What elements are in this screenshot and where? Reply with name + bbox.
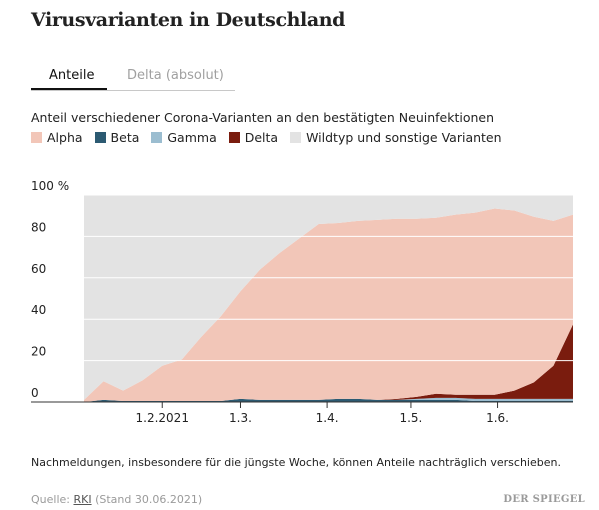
area-series-wildtyp-und-sonstige-varianten: [84, 195, 573, 400]
chart-legend: Alpha Beta Gamma Delta Wildtyp und sonst…: [31, 130, 514, 145]
legend-swatch-alpha: [31, 132, 42, 143]
legend-label-gamma: Gamma: [167, 130, 217, 145]
y-tick-label-100: 100 %: [31, 179, 69, 193]
area-series-alpha: [84, 208, 573, 402]
x-axis: 1.2.2021 1.3. 1.4. 1.5. 1.6.: [136, 402, 509, 425]
variant-share-area-chart: 0 20 40 60 80 100 % 1.2.2021 1.3. 1.4. 1.5. 1.6.: [31, 179, 573, 425]
gridlines: [31, 194, 573, 403]
publisher-logo: DER SPIEGEL: [503, 494, 585, 505]
chart-subtitle: Anteil verschiedener Corona-Varianten an…: [31, 110, 495, 125]
tab-anteile[interactable]: Anteile: [49, 68, 95, 83]
y-axis: 0 20 40 60 80 100 %: [31, 179, 69, 400]
y-tick-label-80: 80: [31, 220, 46, 234]
source-prefix: Quelle:: [31, 493, 70, 506]
area-series-delta: [84, 324, 573, 402]
x-tick-label-2021-05-01: 1.5.: [399, 411, 422, 425]
area-series-beta: [84, 398, 573, 402]
legend-swatch-wildtyp: [290, 132, 302, 143]
legend-label-delta: Delta: [244, 130, 279, 145]
y-tick-label-60: 60: [31, 262, 46, 276]
legend-item-delta: Delta: [228, 130, 279, 145]
source-link-rki[interactable]: RKI: [73, 493, 92, 506]
source-date: (Stand 30.06.2021): [95, 493, 203, 506]
x-tick-label-2021-06-01: 1.6.: [486, 411, 509, 425]
legend-item-gamma: Gamma: [151, 130, 217, 145]
area-series-gamma: [84, 397, 573, 402]
active-tab-indicator: [31, 88, 107, 90]
legend-swatch-gamma: [151, 132, 163, 143]
view-tabs: Anteile Delta (absolut): [31, 66, 235, 91]
source-line: Quelle: RKI (Stand 30.06.2021): [31, 493, 202, 506]
tab-delta-absolut[interactable]: Delta (absolut): [127, 68, 224, 83]
x-tick-label-2021-04-01: 1.4.: [316, 411, 339, 425]
legend-swatch-delta: [228, 132, 240, 143]
legend-label-wildtyp: Wildtyp und sonstige Varianten: [306, 130, 502, 145]
legend-item-wildtyp: Wildtyp und sonstige Varianten: [290, 130, 502, 145]
y-tick-label-20: 20: [31, 345, 46, 359]
y-tick-label-40: 40: [31, 303, 46, 317]
legend-item-alpha: Alpha: [31, 130, 83, 145]
x-tick-label-2021-02-01: 1.2.2021: [136, 411, 189, 425]
x-tick-label-2021-03-01: 1.3.: [229, 411, 252, 425]
chart-headline: Virusvarianten in Deutschland: [31, 9, 346, 31]
legend-swatch-beta: [94, 132, 106, 143]
area-layers: [84, 195, 573, 402]
y-tick-label-0: 0: [31, 386, 39, 400]
footnote: Nachmeldungen, insbesondere für die jüng…: [31, 456, 561, 469]
legend-label-beta: Beta: [110, 130, 140, 145]
legend-label-alpha: Alpha: [47, 130, 83, 145]
legend-item-beta: Beta: [94, 130, 140, 145]
